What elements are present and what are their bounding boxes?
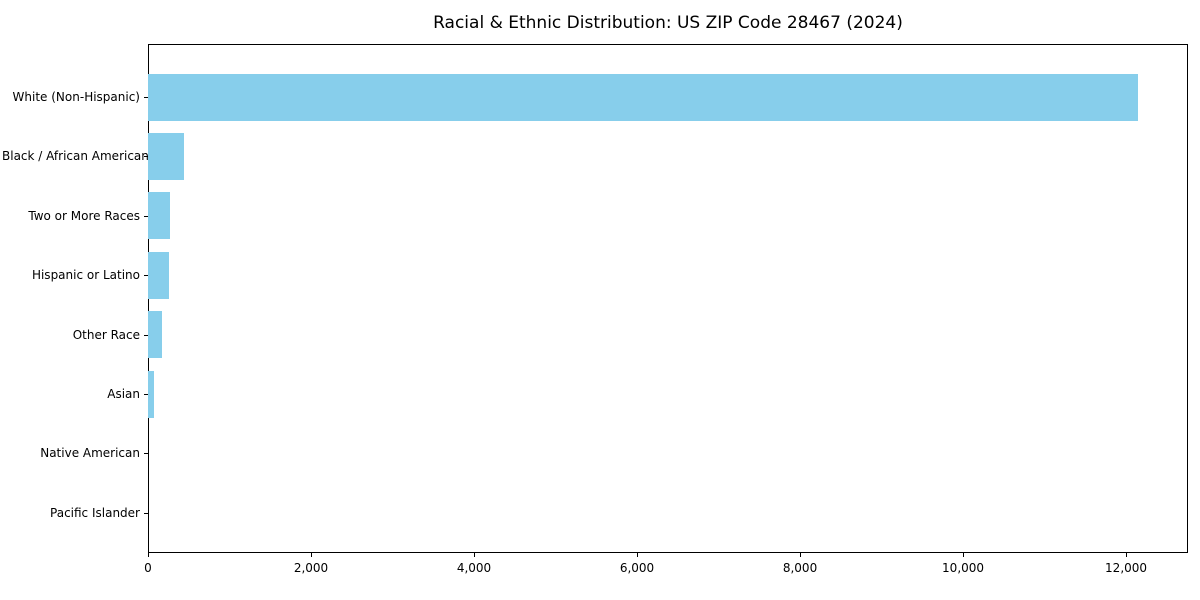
y-axis-label: White (Non-Hispanic)	[12, 90, 140, 104]
x-axis-tick	[474, 553, 476, 557]
y-axis-label: Black / African American	[2, 149, 149, 164]
x-axis-tick-label: 10,000	[942, 561, 985, 575]
y-axis-label: Hispanic or Latino	[31, 268, 140, 283]
x-axis-tick	[637, 553, 639, 557]
x-axis-tick-label: 12,000	[1105, 561, 1148, 575]
y-axis-tick	[144, 215, 148, 217]
x-axis-tick-label: 0	[144, 561, 152, 575]
x-axis-tick	[963, 553, 965, 557]
x-axis-tick-label: 2,000	[293, 561, 329, 575]
y-axis-tick	[144, 394, 148, 395]
y-axis-label: Asian	[107, 387, 140, 401]
x-axis-tick-label: 4,000	[456, 561, 492, 575]
y-axis-label: Native American	[40, 446, 140, 461]
y-axis-tick	[144, 275, 148, 277]
bar-white-non-hispanic-	[148, 73, 1139, 121]
x-axis-tick	[800, 553, 802, 557]
x-axis-tick	[148, 553, 149, 557]
y-axis-label: Two or More Races	[28, 208, 140, 223]
chart-title: Racial & Ethnic Distribution: US ZIP Cod…	[433, 13, 903, 33]
bar-hispanic-or-latino	[148, 251, 169, 299]
y-axis-tick	[144, 97, 148, 98]
y-axis-tick	[144, 512, 148, 514]
bar-asian	[148, 370, 155, 418]
y-axis-tick	[144, 156, 148, 158]
bar-other-race	[148, 311, 162, 359]
y-axis-label: Pacific Islander	[50, 505, 140, 520]
y-axis-tick	[144, 453, 148, 455]
x-axis-tick-label: 8,000	[782, 561, 818, 575]
bar-two-or-more-races	[148, 192, 170, 240]
y-axis-label: Other Race	[72, 327, 140, 342]
x-axis-tick	[1126, 553, 1128, 557]
y-axis-tick	[144, 334, 148, 336]
bar-black-african-american	[148, 132, 185, 180]
plot-area	[148, 44, 1188, 553]
x-axis-tick	[311, 553, 312, 557]
x-axis-tick-label: 6,000	[619, 561, 655, 575]
